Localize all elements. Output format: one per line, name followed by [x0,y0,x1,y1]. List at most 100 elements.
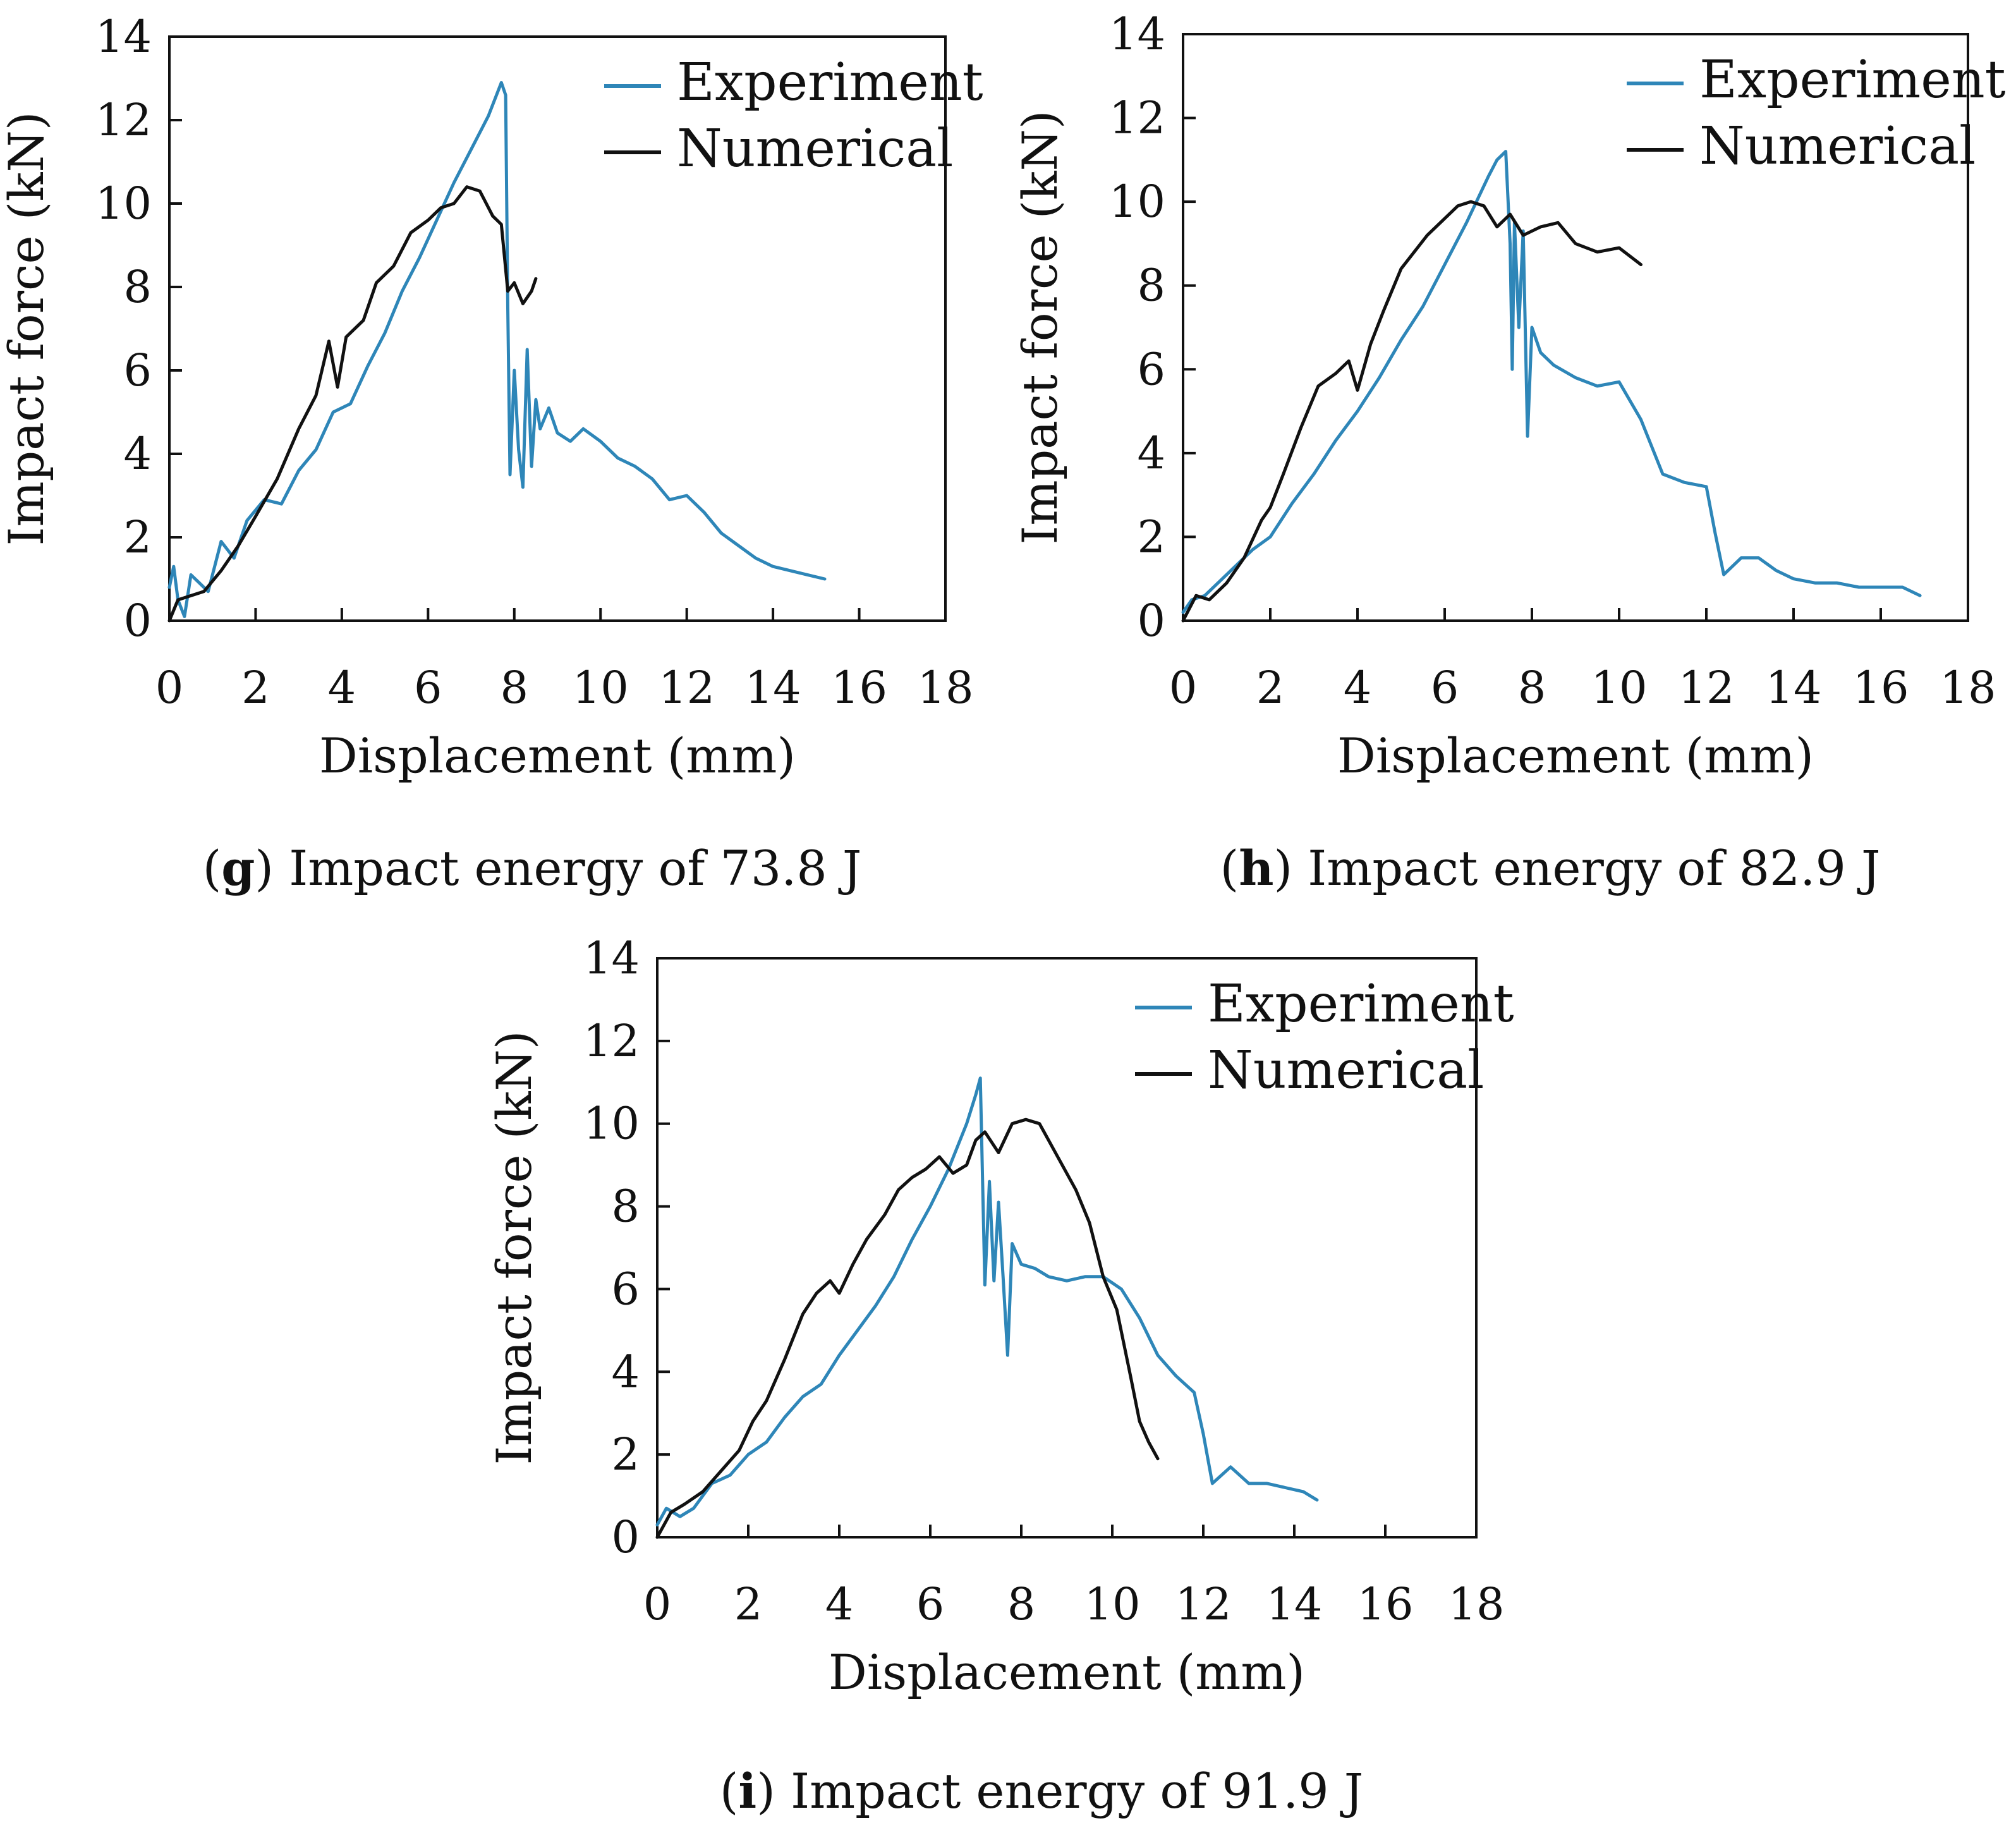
legend: Experiment Numerical [1627,50,2006,176]
y-tick-label: 14 [583,932,640,984]
legend-label-numerical: Numerical [677,119,953,179]
x-tick-label: 18 [917,662,973,714]
x-tick-label: 6 [916,1578,945,1630]
x-tick-label: 0 [1169,662,1198,714]
caption-text: Impact energy of 82.9 J [1308,840,1880,896]
x-axis-label: Displacement (mm) [829,1644,1305,1700]
x-tick-label: 12 [659,662,715,714]
x-tick-label: 2 [241,662,270,714]
chart-panel-i: 0 2 4 6 8 10 12 14 16 18 0 2 4 6 8 10 12 14 Displacement… [486,932,1514,1819]
x-tick-label: 8 [501,662,529,714]
y-tick-label: 14 [1109,8,1165,60]
x-tick-label: 4 [328,662,356,714]
x-axis-label: Displacement (mm) [1337,728,1814,784]
y-tick-label: 12 [1109,92,1165,144]
y-tick-label: 12 [583,1015,640,1067]
caption-text: Impact energy of 91.9 J [791,1763,1363,1819]
x-tick-label: 4 [825,1578,854,1630]
panel-letter: i [738,1763,756,1819]
x-axis-label: Displacement (mm) [319,728,796,784]
y-axis: 0 2 4 6 8 10 12 14 [583,932,670,1563]
y-axis-label: Impact force (kN) [0,111,54,545]
y-tick-label: 8 [1137,260,1165,312]
x-tick-label: 8 [1007,1578,1036,1630]
x-axis: 0 2 4 6 8 10 12 14 16 18 [643,1525,1505,1630]
legend-label-experiment: Experiment [677,52,983,113]
x-tick-label: 2 [1256,662,1285,714]
legend: Experiment Numerical [604,52,983,179]
x-tick-label: 10 [1084,1578,1140,1630]
x-tick-label: 14 [1266,1578,1322,1630]
legend-label-experiment: Experiment [1699,50,2006,110]
y-tick-label: 2 [123,511,152,563]
panel-letter: g [221,840,255,896]
y-axis-label: Impact force (kN) [1012,110,1068,544]
legend-label-experiment: Experiment [1208,974,1514,1034]
y-tick-label: 8 [611,1181,640,1233]
x-tick-label: 6 [1431,662,1459,714]
chart-panel-g: 0 2 4 6 8 10 12 14 16 18 0 2 4 6 8 10 12 14 Displacement… [0,11,983,896]
legend: Experiment Numerical [1135,974,1514,1100]
plot-frame [656,957,1478,1538]
series-line-experiment [167,81,827,618]
x-tick-label: 0 [643,1578,672,1630]
series-layer [655,1076,1319,1539]
y-tick-label: 2 [1137,511,1165,563]
x-axis: 0 2 4 6 8 10 12 14 16 18 [155,608,974,714]
series-layer [167,81,827,623]
plot-frame [1182,33,1969,622]
y-tick-label: 12 [95,94,152,146]
x-axis: 0 2 4 6 8 10 12 14 16 18 [1169,608,1996,714]
y-tick-label: 10 [583,1098,640,1150]
x-tick-label: 8 [1518,662,1546,714]
x-tick-label: 6 [414,662,442,714]
x-tick-label: 0 [155,662,184,714]
y-tick-label: 0 [123,595,152,647]
x-tick-label: 18 [1940,662,1996,714]
panel-letter: h [1239,840,1273,896]
panel-caption: (g) Impact energy of 73.8 J [203,840,862,896]
x-tick-label: 18 [1448,1578,1504,1630]
panel-caption: (i) Impact energy of 91.9 J [720,1763,1364,1819]
x-tick-label: 10 [1591,662,1647,714]
x-tick-label: 12 [1678,662,1734,714]
x-tick-label: 16 [831,662,887,714]
series-layer [1181,150,1922,623]
y-tick-label: 4 [123,428,152,480]
x-tick-label: 16 [1852,662,1909,714]
y-tick-label: 10 [1109,176,1165,228]
y-tick-label: 6 [123,344,152,396]
series-line-numerical [167,185,538,623]
y-axis: 0 2 4 6 8 10 12 14 [95,11,182,647]
y-tick-label: 14 [95,11,152,63]
chart-panel-h: 0 2 4 6 8 10 12 14 16 18 0 2 4 6 8 10 12 14 Displacement… [1012,8,2006,896]
y-axis-label: Impact force (kN) [486,1030,542,1465]
x-tick-label: 10 [573,662,629,714]
y-tick-label: 0 [1137,595,1165,647]
y-tick-label: 4 [1137,427,1165,479]
panel-caption: (h) Impact energy of 82.9 J [1220,840,1881,896]
series-line-experiment [1181,150,1922,614]
y-tick-label: 6 [611,1263,640,1315]
y-tick-label: 2 [611,1429,640,1480]
series-line-experiment [655,1076,1319,1526]
y-tick-label: 4 [611,1346,640,1398]
caption-text: Impact energy of 73.8 J [289,840,861,896]
y-tick-label: 6 [1137,343,1165,395]
series-line-numerical [1181,200,1643,623]
legend-label-numerical: Numerical [1208,1040,1484,1100]
y-tick-label: 10 [95,178,152,229]
x-tick-label: 16 [1357,1578,1413,1630]
y-tick-label: 0 [611,1511,640,1563]
y-tick-label: 8 [123,261,152,313]
y-axis: 0 2 4 6 8 10 12 14 [1109,8,1196,647]
plot-frame [168,35,947,622]
x-tick-label: 14 [1765,662,1821,714]
legend-label-numerical: Numerical [1699,116,1976,176]
x-tick-label: 14 [745,662,801,714]
x-tick-label: 4 [1344,662,1372,714]
x-tick-label: 2 [734,1578,763,1630]
x-tick-label: 12 [1175,1578,1231,1630]
series-line-numerical [655,1118,1160,1539]
